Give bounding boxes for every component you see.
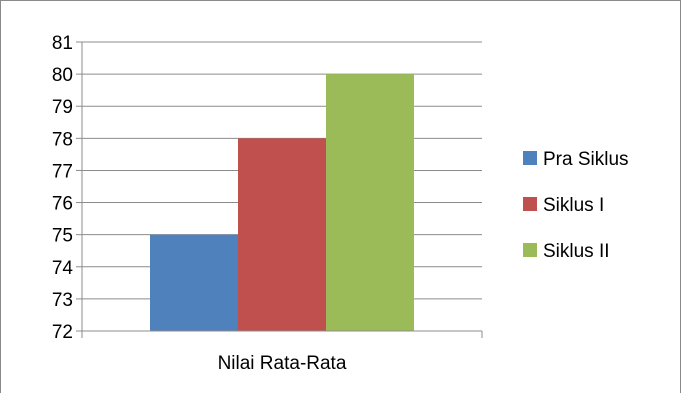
legend: Pra Siklus Siklus I Siklus II [523, 149, 629, 262]
legend-label-pra-siklus: Pra Siklus [543, 149, 629, 170]
y-tick-label-79: 79 [52, 97, 73, 118]
y-tick-label-72: 72 [52, 322, 73, 343]
y-tick-label-75: 75 [52, 226, 73, 247]
bars [150, 74, 414, 331]
y-tick-label-78: 78 [52, 129, 73, 150]
legend-label-siklus-ii: Siklus II [543, 241, 610, 262]
y-tick-label-76: 76 [52, 194, 73, 215]
y-tick-label-77: 77 [52, 161, 73, 182]
x-category-label: Nilai Rata-Rata [218, 353, 347, 374]
y-tick-label-74: 74 [52, 258, 74, 279]
bar-pra-siklus [150, 234, 238, 331]
y-tick-label-80: 80 [52, 65, 73, 86]
bar-siklus-ii [326, 74, 414, 331]
bar-siklus-i [238, 138, 326, 331]
y-tick-label-81: 81 [52, 33, 73, 54]
legend-swatch-siklus-i [523, 197, 537, 211]
legend-label-siklus-i: Siklus I [543, 195, 604, 216]
legend-swatch-siklus-ii [523, 243, 537, 257]
legend-swatch-pra-siklus [523, 151, 537, 165]
y-tick-label-73: 73 [52, 290, 73, 311]
axes: 72 73 74 75 76 77 78 79 80 81 Nilai Rata-Rata [52, 33, 483, 374]
